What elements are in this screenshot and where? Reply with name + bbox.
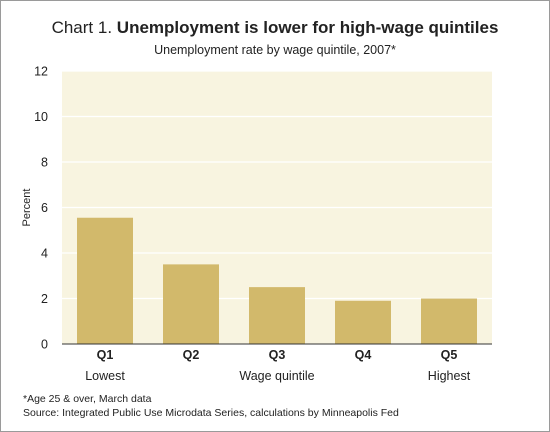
y-tick-label: 4 xyxy=(41,247,48,261)
bar-q4 xyxy=(335,300,391,344)
y-tick-label: 0 xyxy=(41,338,48,352)
x-tick-label: Q5 xyxy=(441,348,458,362)
footnote: *Age 25 & over, March data xyxy=(23,393,152,405)
y-tick-label: 2 xyxy=(41,292,48,306)
y-tick-label: 12 xyxy=(34,65,48,79)
bar-q2 xyxy=(163,264,219,344)
chart-title: Chart 1. Unemployment is lower for high-… xyxy=(1,18,549,38)
chart-subtitle: Unemployment rate by wage quintile, 2007… xyxy=(154,43,396,57)
x-axis-label: Wage quintile xyxy=(239,369,314,383)
x-tick-label: Q1 xyxy=(97,348,114,362)
x-sublabel-highest: Highest xyxy=(428,369,471,383)
y-tick-label: 6 xyxy=(41,201,48,215)
x-tick-label: Q3 xyxy=(269,348,286,362)
chart-title-text: Unemployment is lower for high-wage quin… xyxy=(116,18,499,37)
bar-q5 xyxy=(421,298,477,344)
bar-q3 xyxy=(249,287,305,344)
x-tick-label: Q2 xyxy=(183,348,200,362)
bars xyxy=(77,217,477,344)
y-tick-label: 8 xyxy=(41,156,48,170)
y-axis-label: Percent xyxy=(21,189,33,227)
y-tick-label: 10 xyxy=(34,110,48,124)
x-tick-labels: Q1 Lowest Q2 Q3 Q4 Q5 Highest Wage quintile xyxy=(85,348,471,383)
source-note: Source: Integrated Public Use Microdata … xyxy=(23,407,399,419)
x-tick-label: Q4 xyxy=(355,348,372,362)
bar-q1 xyxy=(77,217,133,344)
y-tick-labels: 0 2 4 6 8 10 12 xyxy=(34,65,48,352)
x-sublabel-lowest: Lowest xyxy=(85,369,125,383)
chart-number: Chart 1. xyxy=(51,18,113,37)
